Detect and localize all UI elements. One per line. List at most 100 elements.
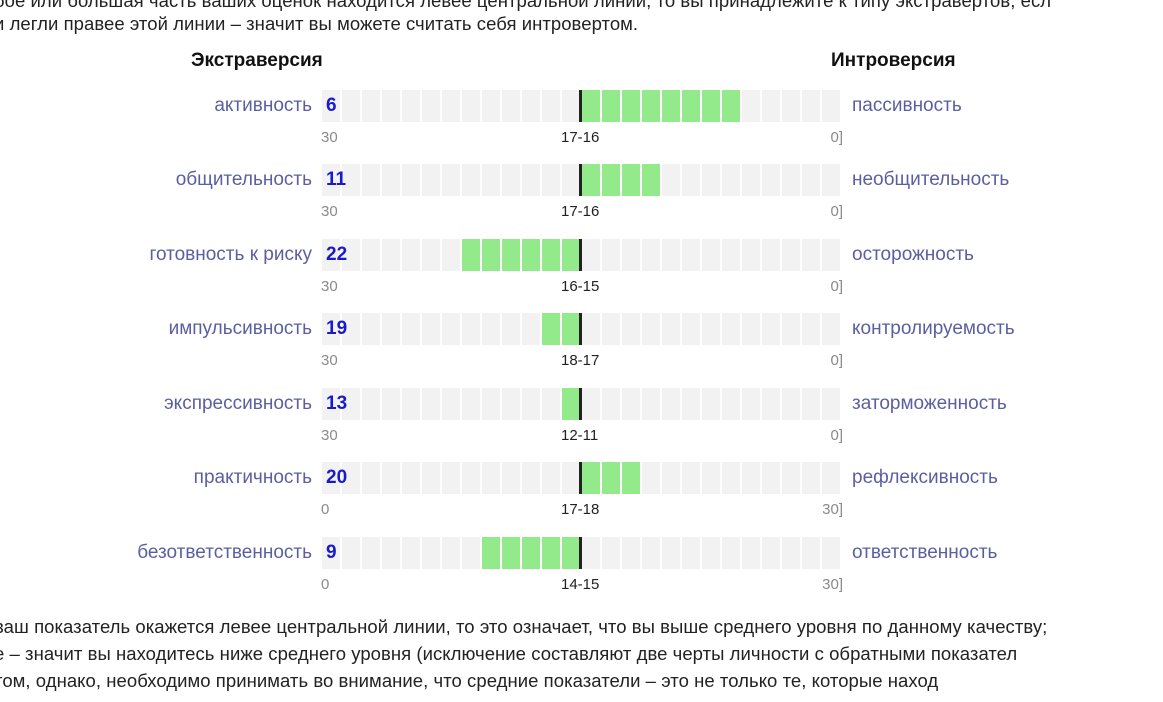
scale-cell [622,537,642,569]
scale-cell [402,239,422,271]
scale-score: 20 [326,467,348,488]
scale-cell [422,90,442,122]
scale-cell [502,90,522,122]
scale-cell [762,164,782,196]
scale-right-label: рефлексивность [852,467,998,488]
scale-cell-filled [582,462,602,494]
scale-cell [442,537,462,569]
scale-cell [642,462,662,494]
introversion-title: Интроверсия [831,50,956,71]
scale-cell [662,239,682,271]
scale-cell-filled [722,90,742,122]
scale-row: активность 6 пассивность 30 17-16 0] [0,90,1163,160]
scale-cell [362,388,382,420]
scale-cell [442,164,462,196]
scale-cell [762,313,782,345]
scale-track [320,537,843,569]
scale-cell [462,90,482,122]
scale-cell [402,164,422,196]
scale-cell [442,90,462,122]
scale-left-label: практичность [193,467,312,488]
scale-cell [422,164,442,196]
scale-cell [322,239,342,271]
scale-cell [642,313,662,345]
scale-cell [662,462,682,494]
scale-cell [362,313,382,345]
scale-row: общительность 11 необщительность 30 17-16 0] [0,164,1163,234]
scale-cell-filled [642,90,662,122]
scale-cell [682,462,702,494]
scale-axis-min: 30 [321,203,338,220]
scale-cell [702,537,722,569]
scale-cell [442,462,462,494]
scale-cell [482,90,502,122]
scale-cell-filled [622,462,642,494]
scale-cell [562,164,582,196]
scale-cell [362,537,382,569]
scale-cell [702,462,722,494]
scale-cell [502,313,522,345]
scale-cell [742,462,762,494]
scale-cell [662,164,682,196]
scale-cell [782,239,802,271]
scale-cell [682,388,702,420]
scale-cell-filled [562,239,582,271]
scale-axis-mid: 18-17 [561,352,600,369]
scale-cell [462,313,482,345]
scale-cell-filled [602,462,622,494]
scale-cell [802,388,822,420]
intro-line-2: и легли правее этой линии – значит вы мо… [0,13,639,34]
scale-cell-filled [622,164,642,196]
scale-cell [802,239,822,271]
scale-cell [402,313,422,345]
scale-cell-filled [542,239,562,271]
scale-row: экспрессивность 13 заторможенность 30 12-11 0… [0,388,1163,458]
scale-cell [502,164,522,196]
scale-cell [442,313,462,345]
outro-line-3: том, однако, необходимо принимать во вни… [0,670,939,691]
scale-cell [802,164,822,196]
scale-cell [602,239,622,271]
scale-left-label: экспрессивность [163,393,312,414]
scale-cell [542,90,562,122]
scale-cell [782,388,802,420]
scale-cell [822,462,842,494]
scale-cell [782,164,802,196]
scale-cell [762,462,782,494]
scale-cell [522,313,542,345]
scale-cell [602,313,622,345]
scale-row: готовность к риску 22 осторожность 30 16-15 0… [0,239,1163,309]
scale-axis-mid: 17-18 [561,501,600,518]
scale-axis-max: 0] [830,203,843,220]
scale-cell [722,313,742,345]
scale-axis-max: 0] [830,278,843,295]
scale-cell [662,388,682,420]
scale-cell [702,164,722,196]
scale-cell [762,388,782,420]
scale-left-label: готовность к риску [149,244,312,265]
scale-score: 13 [326,393,348,414]
scale-axis-mid: 14-15 [561,576,600,593]
scale-axis-mid: 12-11 [561,427,599,444]
scale-cell [722,537,742,569]
scale-axis-min: 30 [321,278,338,295]
scale-cell-filled [642,164,662,196]
scale-cell-filled [582,90,602,122]
center-line [579,164,582,196]
scale-cell [742,537,762,569]
scale-cell [322,388,342,420]
scale-cell [782,90,802,122]
center-line [579,313,582,345]
scale-cell [362,239,382,271]
scale-cell-filled [682,90,702,122]
scale-cell [322,313,342,345]
scale-cell [542,388,562,420]
scale-cell [622,313,642,345]
scale-cell-filled [622,90,642,122]
scale-right-label: заторможенность [852,393,1007,414]
scale-cell [602,388,622,420]
scale-left-label: активность [214,95,312,116]
center-line [579,239,582,271]
scale-cell [422,537,442,569]
scale-cell-filled [462,239,482,271]
